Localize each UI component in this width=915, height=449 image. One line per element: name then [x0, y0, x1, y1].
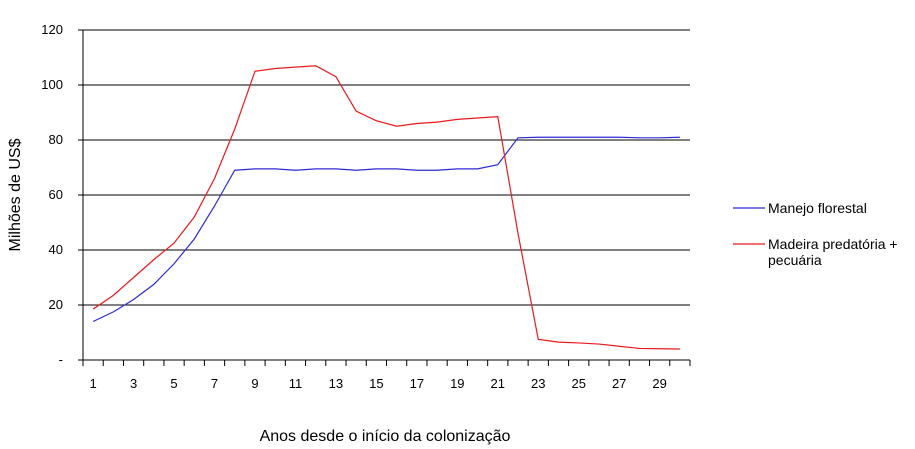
x-tick-label: 15 [369, 376, 383, 391]
y-tick-label: 100 [41, 77, 63, 92]
y-tick-label: 60 [49, 187, 63, 202]
y-tick-label: - [59, 352, 63, 367]
y-tick-label: 120 [41, 22, 63, 37]
y-tick-label: 40 [49, 242, 63, 257]
x-axis-title: Anos desde o início da colonização [260, 428, 511, 445]
legend-label: Manejo florestal [768, 200, 867, 216]
x-tick-label: 5 [170, 376, 177, 391]
x-tick-label: 1 [89, 376, 96, 391]
x-tick-label: 17 [410, 376, 424, 391]
x-tick-label: 21 [491, 376, 505, 391]
x-tick-label: 3 [130, 376, 137, 391]
x-tick-label: 7 [211, 376, 218, 391]
x-tick-label: 9 [251, 376, 258, 391]
legend-label: Madeira predatória + pecuária [768, 236, 898, 268]
y-tick-label: 80 [49, 132, 63, 147]
x-tick-label: 23 [531, 376, 545, 391]
y-tick-label: 20 [49, 297, 63, 312]
x-tick-label: 25 [571, 376, 585, 391]
series-line [92, 136, 680, 323]
x-tick-label: 13 [329, 376, 343, 391]
y-axis-title: Milhões de US$ [7, 138, 24, 251]
x-tick-label: 29 [652, 376, 666, 391]
x-tick-label: 27 [612, 376, 626, 391]
series-line [92, 65, 680, 350]
x-tick-label: 19 [450, 376, 464, 391]
x-tick-label: 11 [289, 376, 303, 391]
